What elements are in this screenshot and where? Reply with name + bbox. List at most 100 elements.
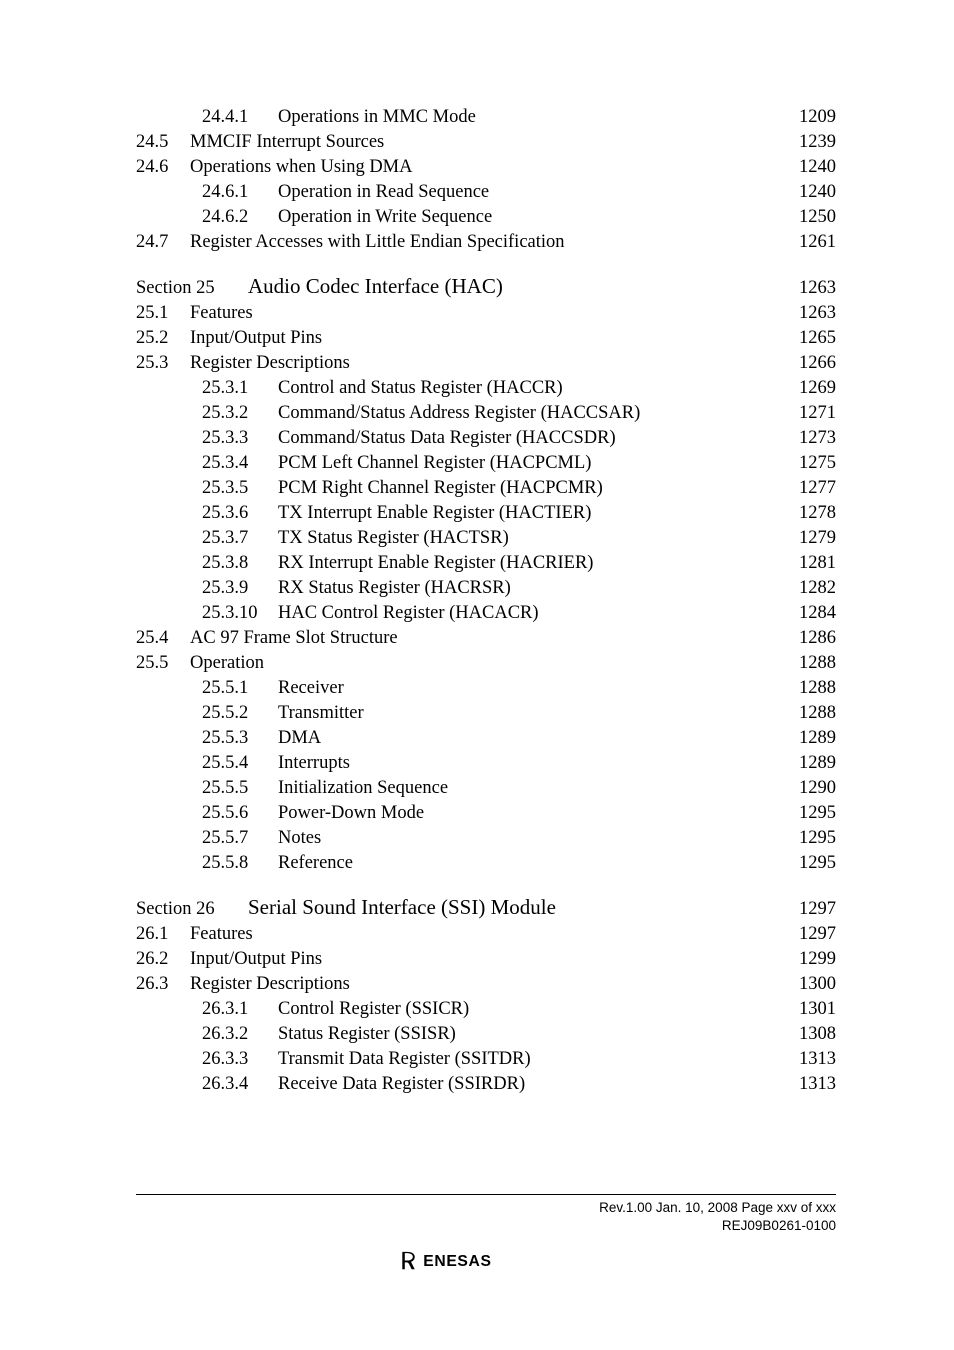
toc-row: 26.3.4Receive Data Register (SSIRDR)1313 [136, 1075, 836, 1094]
toc-entry-page: 1288 [786, 654, 836, 673]
toc-entry-number: 25.5.5 [202, 779, 278, 798]
toc-entry-title: TX Interrupt Enable Register (HACTIER) [278, 504, 591, 523]
toc-entry-title: Features [190, 925, 253, 944]
footer-doc-number: REJ09B0261-0100 [722, 1218, 836, 1233]
toc-row: 25.3.6TX Interrupt Enable Register (HACT… [136, 504, 836, 523]
toc-entry-page: 1289 [786, 754, 836, 773]
toc-entry-page: 1263 [786, 279, 836, 298]
toc-entry-number: 24.7 [136, 233, 190, 252]
renesas-logo: ENESAS [136, 1249, 836, 1278]
toc-entry-title: Transmitter [278, 704, 364, 723]
toc-entry-page: 1289 [786, 729, 836, 748]
toc-entry-page: 1288 [786, 704, 836, 723]
toc-row: 25.5.1Receiver1288 [136, 679, 836, 698]
toc-entry-title: Command/Status Address Register (HACCSAR… [278, 404, 640, 423]
footer-rev-line: Rev.1.00 Jan. 10, 2008 Page xxv of xxx [599, 1200, 836, 1215]
toc-entry-title: Notes [278, 829, 321, 848]
toc-entry-page: 1295 [786, 804, 836, 823]
toc-entry-number: 25.5.3 [202, 729, 278, 748]
toc-entry-number: 25.5.8 [202, 854, 278, 873]
toc-row: Section 25 Audio Codec Interface (HAC) 12… [136, 276, 836, 298]
toc-row: 24.6.1Operation in Read Sequence1240 [136, 183, 836, 202]
toc-entry-title: Power-Down Mode [278, 804, 424, 823]
toc-entry-page: 1297 [786, 925, 836, 944]
toc-row: 25.5.7Notes1295 [136, 829, 836, 848]
toc-entry-page: 1275 [786, 454, 836, 473]
toc-row: 24.4.1Operations in MMC Mode1209 [136, 108, 836, 127]
toc-entry-number: 25.5.1 [202, 679, 278, 698]
toc-entry-page: 1209 [786, 108, 836, 127]
toc-row: 24.6.2Operation in Write Sequence1250 [136, 208, 836, 227]
toc-row: 25.2Input/Output Pins 1265 [136, 329, 836, 348]
toc-entry-title: Input/Output Pins [190, 950, 322, 969]
toc-row: 25.1Features1263 [136, 304, 836, 323]
toc-entry-title: Operation in Write Sequence [278, 208, 492, 227]
page: 24.4.1Operations in MMC Mode1209 24.5MMCI… [0, 0, 954, 1350]
toc-row: 25.5.6Power-Down Mode1295 [136, 804, 836, 823]
toc-row: 25.3.1Control and Status Register (HACCR… [136, 379, 836, 398]
toc-entry-page: 1300 [786, 975, 836, 994]
toc-entry-title: MMCIF Interrupt Sources [190, 133, 384, 152]
toc-entry-title: HAC Control Register (HACACR) [278, 604, 539, 623]
toc-entry-title: Features [190, 304, 253, 323]
toc-entry-page: 1239 [786, 133, 836, 152]
toc-entry-number: 26.2 [136, 950, 190, 969]
toc-row: 24.5MMCIF Interrupt Sources 1239 [136, 133, 836, 152]
toc-row: 25.3.2Command/Status Address Register (H… [136, 404, 836, 423]
toc-row: 25.3.5PCM Right Channel Register (HACPCM… [136, 479, 836, 498]
toc-entry-page: 1240 [786, 158, 836, 177]
toc-entry-number: 25.5 [136, 654, 190, 673]
page-footer: Rev.1.00 Jan. 10, 2008 Page xxv of xxx R… [0, 1194, 954, 1278]
toc-entry-page: 1286 [786, 629, 836, 648]
toc-entry-number: 24.6.2 [202, 208, 278, 227]
toc-entry-page: 1265 [786, 329, 836, 348]
toc-entry-title: PCM Left Channel Register (HACPCML) [278, 454, 591, 473]
toc-row: 25.5.8Reference1295 [136, 854, 836, 873]
toc-entry-title: Input/Output Pins [190, 329, 322, 348]
toc-entry-number: 24.5 [136, 133, 190, 152]
toc-entry-number: 25.1 [136, 304, 190, 323]
toc-entry-title: Receiver [278, 679, 344, 698]
toc-entry-number: 24.6 [136, 158, 190, 177]
toc-entry-title: Operations when Using DMA [190, 158, 413, 177]
toc-entry-title: Initialization Sequence [278, 779, 448, 798]
toc-entry-title: Register Descriptions [190, 354, 350, 373]
toc-entry-title: Register Descriptions [190, 975, 350, 994]
toc-entry-number: Section 25 [136, 279, 248, 298]
toc-entry-title: Reference [278, 854, 353, 873]
toc-row: 25.3.4PCM Left Channel Register (HACPCML… [136, 454, 836, 473]
toc-entry-number: 25.3.1 [202, 379, 278, 398]
toc-entry-page: 1271 [786, 404, 836, 423]
toc-entry-title: Audio Codec Interface (HAC) [248, 276, 503, 297]
toc-row: 24.7Register Accesses with Little Endian… [136, 233, 836, 252]
toc-row: 25.5.2Transmitter 1288 [136, 704, 836, 723]
toc-row: 25.5.4Interrupts1289 [136, 754, 836, 773]
toc-entry-page: 1273 [786, 429, 836, 448]
toc-entry-number: 24.6.1 [202, 183, 278, 202]
toc-entry-page: 1240 [786, 183, 836, 202]
toc-entry-page: 1282 [786, 579, 836, 598]
footer-text: Rev.1.00 Jan. 10, 2008 Page xxv of xxx R… [136, 1199, 836, 1235]
toc-entry-title: Register Accesses with Little Endian Spe… [190, 233, 565, 252]
svg-text:ENESAS: ENESAS [423, 1253, 491, 1270]
toc-row: 25.5Operation1288 [136, 654, 836, 673]
toc-row: 25.3.3Command/Status Data Register (HACC… [136, 429, 836, 448]
toc-entry-title: PCM Right Channel Register (HACPCMR) [278, 479, 603, 498]
toc-entry-number: 25.2 [136, 329, 190, 348]
toc-entry-number: 25.3.5 [202, 479, 278, 498]
toc-entry-page: 1284 [786, 604, 836, 623]
toc-entry-number: 25.3.6 [202, 504, 278, 523]
toc-entry-number: Section 26 [136, 900, 248, 919]
toc-entry-number: 25.5.7 [202, 829, 278, 848]
toc-entry-number: 25.3.4 [202, 454, 278, 473]
toc-row: 25.3.10HAC Control Register (HACACR)1284 [136, 604, 836, 623]
toc-entry-number: 25.5.2 [202, 704, 278, 723]
toc-entry-title: Control Register (SSICR) [278, 1000, 469, 1019]
toc-entry-title: TX Status Register (HACTSR) [278, 529, 509, 548]
toc-entry-number: 26.3.1 [202, 1000, 278, 1019]
toc-entry-page: 1299 [786, 950, 836, 969]
table-of-contents: 24.4.1Operations in MMC Mode1209 24.5MMCI… [136, 108, 836, 1094]
toc-entry-number: 25.3 [136, 354, 190, 373]
toc-entry-title: RX Interrupt Enable Register (HACRIER) [278, 554, 593, 573]
toc-entry-title: Receive Data Register (SSIRDR) [278, 1075, 525, 1094]
